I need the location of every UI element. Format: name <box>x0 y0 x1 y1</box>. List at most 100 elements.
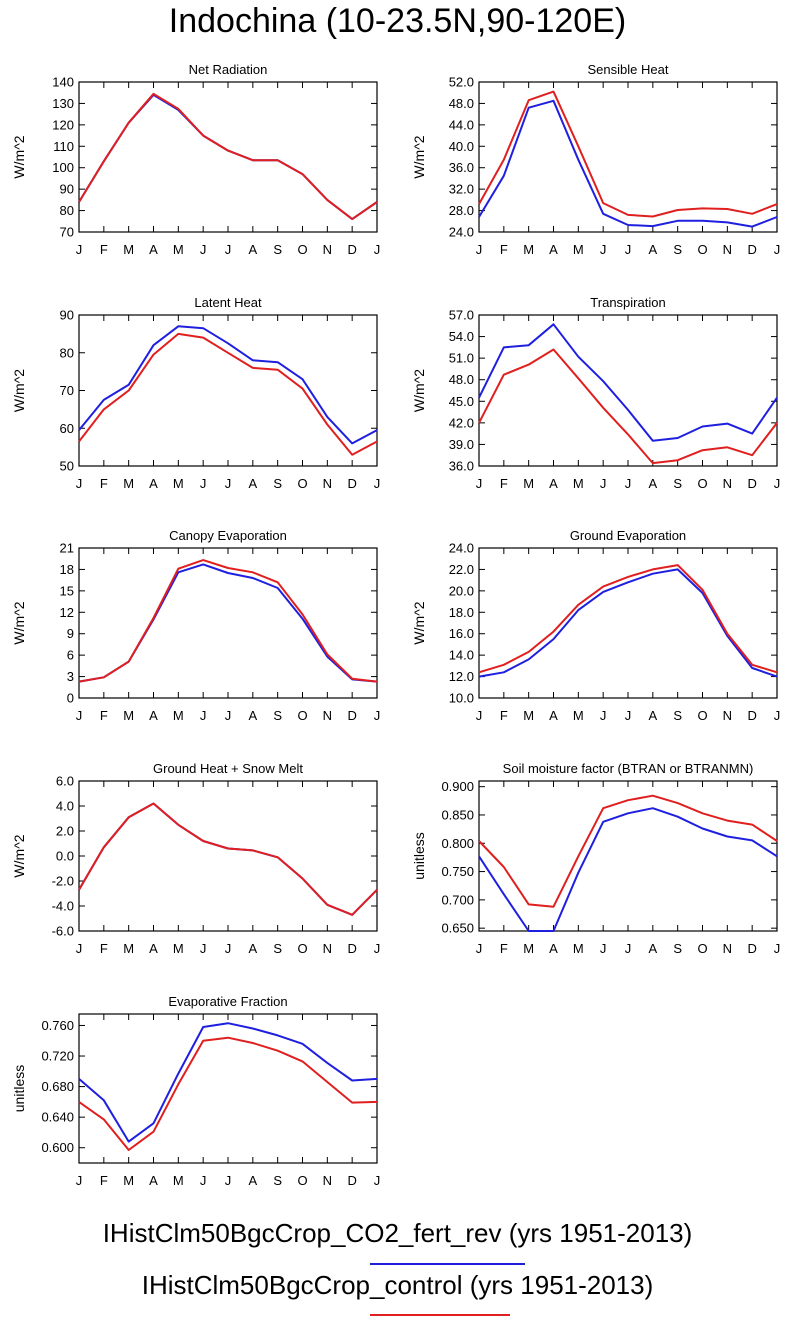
y-tick-label: 6 <box>67 648 74 663</box>
y-axis-label: W/m^2 <box>411 601 427 644</box>
y-tick-label: 130 <box>52 96 74 111</box>
x-tick-label: J <box>374 1173 381 1188</box>
panel-4: Transpiration W/m^2 36.0 39.0 42.0 45.0 48.0 51… <box>411 295 780 491</box>
x-tick-label: D <box>747 941 756 956</box>
x-tick-label: D <box>347 1173 356 1188</box>
x-tick-label: J <box>76 941 83 956</box>
x-tick-label: D <box>747 708 756 723</box>
series-line-2 <box>478 564 778 674</box>
x-tick-label: A <box>549 242 558 257</box>
panel-title: Net Radiation <box>189 62 268 77</box>
panel-title: Latent Heat <box>194 295 262 310</box>
x-tick-label: N <box>323 476 332 491</box>
x-tick-label: J <box>200 941 207 956</box>
y-tick-label: 0.680 <box>41 1079 74 1094</box>
x-tick-label: F <box>500 941 508 956</box>
y-tick-label: 48.0 <box>449 96 474 111</box>
x-tick-label: M <box>523 708 534 723</box>
panel-9: Evaporative Fraction unitless 0.600 0.640 0.… <box>11 994 380 1188</box>
x-tick-label: J <box>774 476 781 491</box>
x-tick-label: A <box>248 1173 257 1188</box>
y-tick-label: -6.0 <box>52 924 74 939</box>
x-tick-label: S <box>273 1173 282 1188</box>
x-tick-label: A <box>648 242 657 257</box>
series-line-1 <box>478 323 778 442</box>
y-tick-label: 20.0 <box>449 583 474 598</box>
x-tick-label: J <box>76 1173 83 1188</box>
y-tick-label: 120 <box>52 117 74 132</box>
y-tick-label: 15 <box>60 583 74 598</box>
x-tick-label: J <box>625 708 632 723</box>
x-tick-label: S <box>673 708 682 723</box>
y-tick-label: 0.900 <box>441 779 474 794</box>
x-tick-label: F <box>500 242 508 257</box>
x-tick-label: J <box>774 242 781 257</box>
y-tick-label: 14.0 <box>449 648 474 663</box>
y-tick-label: 60 <box>60 421 74 436</box>
x-tick-label: F <box>100 941 108 956</box>
x-tick-label: A <box>648 476 657 491</box>
y-tick-label: 0 <box>67 691 74 706</box>
x-tick-label: D <box>347 476 356 491</box>
x-tick-label: J <box>476 708 483 723</box>
panel-8: Soil moisture factor (BTRAN or BTRANMN) u… <box>411 761 780 956</box>
y-axis-label: W/m^2 <box>411 369 427 412</box>
y-tick-label: 70 <box>60 383 74 398</box>
y-tick-label: 6.0 <box>56 774 74 789</box>
y-tick-label: 0.640 <box>41 1110 74 1125</box>
y-tick-label: 57.0 <box>449 308 474 323</box>
panel-1: Net Radiation W/m^2 70 80 90 100 110 120 130 140 J… <box>11 62 380 257</box>
y-tick-label: 0.850 <box>441 807 474 822</box>
panel-6: Ground Evaporation W/m^2 10.0 12.0 14.0 16.0 1… <box>411 528 780 723</box>
x-tick-label: F <box>100 476 108 491</box>
x-tick-label: O <box>697 476 707 491</box>
x-tick-label: M <box>573 242 584 257</box>
x-tick-label: A <box>248 708 257 723</box>
x-tick-label: J <box>374 708 381 723</box>
plot-frame <box>478 780 778 932</box>
x-tick-label: J <box>225 476 232 491</box>
x-tick-label: J <box>625 476 632 491</box>
x-tick-label: J <box>600 708 607 723</box>
x-tick-label: F <box>100 1173 108 1188</box>
y-tick-label: 28.0 <box>449 203 474 218</box>
x-tick-label: J <box>76 708 83 723</box>
x-tick-label: M <box>173 476 184 491</box>
x-tick-label: A <box>549 476 558 491</box>
x-tick-label: J <box>200 476 207 491</box>
x-tick-label: A <box>248 476 257 491</box>
y-tick-label: 110 <box>53 139 74 154</box>
x-tick-label: O <box>297 242 307 257</box>
x-tick-label: J <box>225 242 232 257</box>
panel-title: Sensible Heat <box>588 62 669 77</box>
x-tick-label: O <box>697 708 707 723</box>
x-tick-label: J <box>200 708 207 723</box>
panel-title: Transpiration <box>590 295 665 310</box>
plot-frame <box>78 1013 378 1164</box>
series-line-1 <box>478 568 778 678</box>
x-tick-label: M <box>573 708 584 723</box>
panel-title: Soil moisture factor (BTRAN or BTRANMN) <box>503 761 754 776</box>
panel-title: Evaporative Fraction <box>168 994 287 1009</box>
y-tick-label: 0.700 <box>441 892 474 907</box>
series-line-1 <box>478 99 778 228</box>
x-tick-label: D <box>347 708 356 723</box>
y-axis-label: W/m^2 <box>11 601 27 644</box>
x-tick-label: M <box>523 941 534 956</box>
x-tick-label: S <box>273 476 282 491</box>
y-tick-label: 42.0 <box>449 415 474 430</box>
y-tick-label: 54.0 <box>449 329 474 344</box>
x-tick-label: O <box>297 1173 307 1188</box>
x-tick-label: J <box>600 476 607 491</box>
x-tick-label: A <box>149 476 158 491</box>
x-tick-label: A <box>149 708 158 723</box>
x-tick-label: A <box>248 242 257 257</box>
panel-2: Sensible Heat W/m^2 24.0 28.0 32.0 36.0 40.0 44… <box>411 62 780 257</box>
x-tick-label: O <box>697 941 707 956</box>
series-line-2 <box>78 92 378 221</box>
x-tick-label: J <box>225 1173 232 1188</box>
x-tick-label: N <box>323 941 332 956</box>
y-tick-label: 0.650 <box>441 921 474 936</box>
x-tick-label: N <box>723 941 732 956</box>
y-tick-label: 140 <box>52 75 74 90</box>
